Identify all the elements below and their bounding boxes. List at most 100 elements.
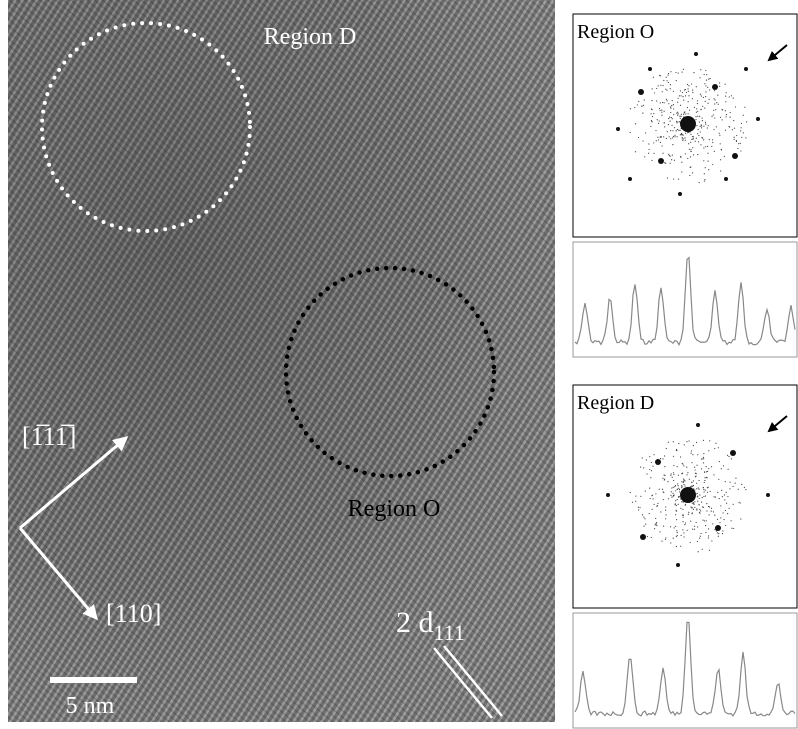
fft-noise [691, 485, 692, 486]
fft-noise [725, 510, 726, 511]
fft-noise [691, 139, 692, 140]
fft-noise [670, 156, 671, 157]
fft-noise [652, 466, 653, 467]
fft-spot [658, 158, 664, 164]
fft-noise [682, 96, 683, 97]
fft-noise [673, 472, 674, 473]
fft-noise [645, 490, 646, 491]
fft-noise [715, 109, 716, 110]
fft-noise [679, 116, 680, 117]
fft-noise [645, 132, 646, 133]
fft-noise [673, 441, 674, 442]
fft-noise [675, 514, 676, 515]
fft-noise [701, 468, 702, 469]
fft-noise [663, 474, 664, 475]
fft-noise [720, 159, 721, 160]
fft-noise [672, 100, 673, 101]
fft-noise [737, 148, 738, 149]
fft-noise [653, 113, 654, 114]
fft-noise [678, 113, 679, 114]
fft-noise [725, 130, 726, 131]
fft-noise [635, 151, 636, 152]
fft-noise [646, 459, 647, 460]
fft-noise [740, 130, 741, 131]
fft-spot [655, 459, 661, 465]
fft-noise [685, 505, 686, 506]
fft-noise [668, 103, 669, 104]
fft-noise [689, 479, 690, 480]
fft-noise [675, 526, 676, 527]
scale-label: 5 nm [66, 693, 115, 719]
fft-noise [663, 499, 664, 500]
fft-noise [718, 104, 719, 105]
fft-noise [664, 102, 665, 103]
fft-noise [697, 103, 698, 104]
fft-noise [682, 134, 683, 135]
fft-noise [673, 465, 674, 466]
spacing-subscript: 111 [434, 620, 465, 645]
figure: Region D Region O [1̅11̅] [110] 2 d111 5… [0, 0, 798, 729]
fft-noise [670, 84, 671, 85]
fft-noise [670, 106, 671, 107]
fft-noise [701, 137, 702, 138]
fft-noise [652, 116, 653, 117]
fft-noise [704, 179, 705, 180]
fft-noise [702, 117, 703, 118]
fft-noise [676, 122, 677, 123]
fft-noise [713, 129, 714, 130]
fft-noise [673, 496, 674, 497]
fft-noise [658, 123, 659, 124]
fft-spot [732, 153, 738, 159]
fft-noise [651, 120, 652, 121]
fft-noise [731, 458, 732, 459]
fft-noise [713, 496, 714, 497]
fft-noise [698, 551, 699, 552]
fft-noise [729, 488, 730, 489]
fft-noise [651, 462, 652, 463]
fft-noise [719, 135, 720, 136]
fft-noise [673, 104, 674, 105]
fft-noise [693, 480, 694, 481]
fft-noise [733, 98, 734, 99]
fft-noise [705, 490, 706, 491]
fft-noise [713, 114, 714, 115]
fft-noise [708, 79, 709, 80]
fft-noise [657, 137, 658, 138]
fft-noise [644, 156, 645, 157]
fft-noise [699, 498, 700, 499]
fft-noise [685, 113, 686, 114]
fft-noise [638, 507, 639, 508]
fft-noise [662, 489, 663, 490]
fft-noise [743, 132, 744, 133]
fft-noise [656, 523, 657, 524]
fft-noise [662, 145, 663, 146]
region-o-label: Region O [348, 496, 441, 522]
fft-noise [706, 80, 707, 81]
fft-noise [709, 99, 710, 100]
fft-noise [652, 88, 653, 89]
fft-spot [756, 117, 760, 121]
fft-noise [676, 80, 677, 81]
fft-noise [690, 134, 691, 135]
fft-noise [708, 468, 709, 469]
spacing-main: 2 d [396, 606, 434, 639]
fft-noise [673, 487, 674, 488]
fft-noise [714, 99, 715, 100]
fft-noise [713, 474, 714, 475]
fft-noise [692, 98, 693, 99]
fft-noise [687, 472, 688, 473]
fft-noise [670, 107, 671, 108]
fft-noise [674, 127, 675, 128]
fft-noise [701, 501, 702, 502]
fft-noise [700, 109, 701, 110]
fft-noise [682, 137, 683, 138]
fft-noise [630, 132, 631, 133]
fft-noise [675, 500, 676, 501]
fft-noise [685, 95, 686, 96]
fft-noise [682, 71, 683, 72]
fft-noise [707, 103, 708, 104]
fft-noise [673, 480, 674, 481]
fft-noise [678, 98, 679, 99]
fft-noise [661, 115, 662, 116]
fft-noise [656, 140, 657, 141]
